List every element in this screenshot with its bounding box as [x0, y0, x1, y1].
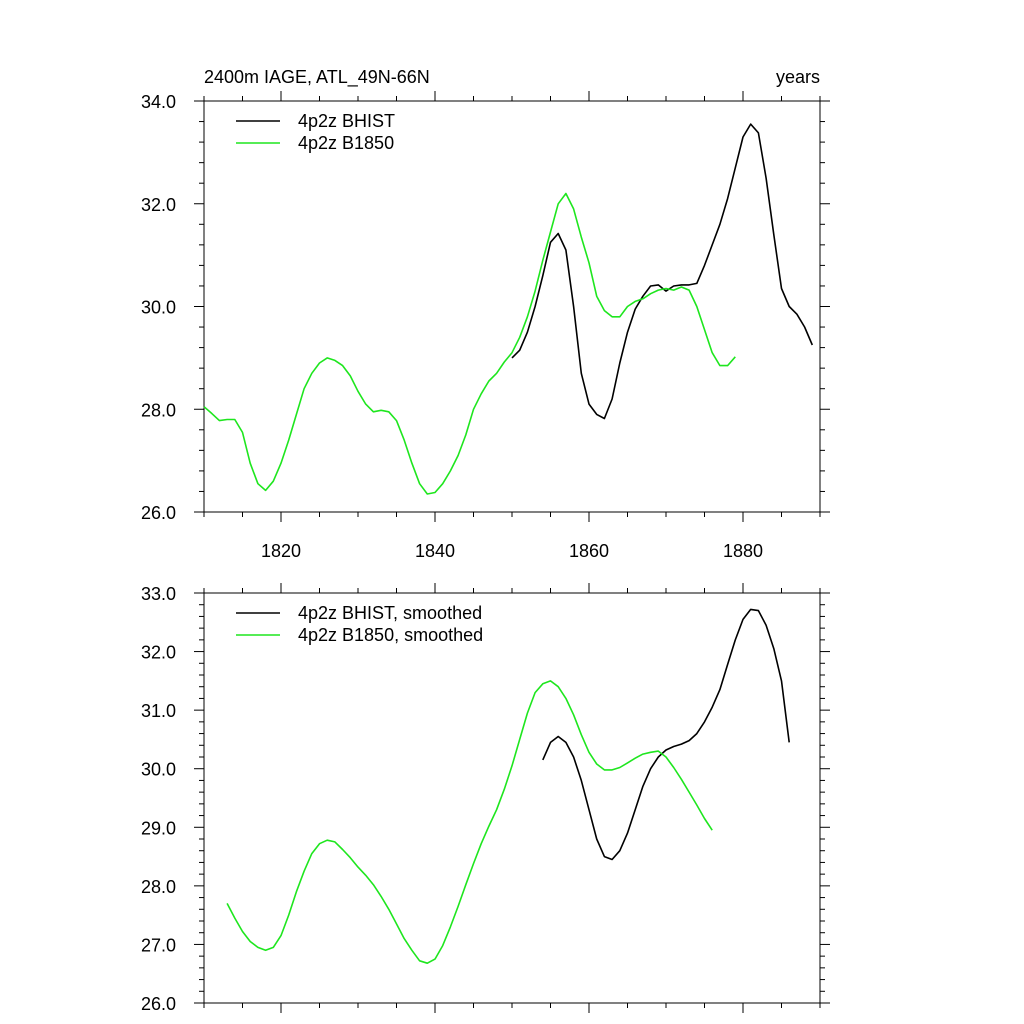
x-tick-label: 1860: [569, 541, 609, 561]
y-tick-label: 28.0: [141, 400, 176, 420]
series-line-0: [511, 123, 814, 420]
y-tick-label: 31.0: [141, 701, 176, 721]
bottom-panel: 26.0 27.0 28.0 29.0 30.0 31.0 32.0 33.0 4p2z BHI…: [141, 583, 830, 1014]
plot-frame: [203, 592, 821, 1004]
plot-frame: [203, 100, 821, 513]
legend-label-0: 4p2z BHIST: [298, 111, 395, 131]
x-tick-label: 1840: [415, 541, 455, 561]
chart-units-label: years: [776, 67, 820, 87]
y-tick-label: 33.0: [141, 584, 176, 604]
x-tick-label: 1820: [261, 541, 301, 561]
y-tick-label: 26.0: [141, 994, 176, 1014]
legend-label-1: 4p2z B1850, smoothed: [298, 625, 483, 645]
series-line-1: [226, 680, 713, 965]
y-tick-label: 27.0: [141, 935, 176, 955]
y-tick-label: 34.0: [141, 92, 176, 112]
y-tick-label: 30.0: [141, 298, 176, 318]
x-tick-label: 1880: [723, 541, 763, 561]
chart-title: 2400m IAGE, ATL_49N-66N: [204, 67, 430, 88]
top-panel: 26.0 28.0 30.0 32.0 34.0 1820 1840 1860 1880 2400…: [141, 67, 830, 561]
series-line-1: [203, 192, 736, 495]
legend-label-0: 4p2z BHIST, smoothed: [298, 603, 482, 623]
y-tick-label: 30.0: [141, 760, 176, 780]
legend-label-1: 4p2z B1850: [298, 133, 394, 153]
y-tick-label: 32.0: [141, 195, 176, 215]
y-tick-label: 29.0: [141, 818, 176, 838]
y-tick-label: 28.0: [141, 877, 176, 897]
y-tick-label: 26.0: [141, 503, 176, 523]
series-line-0: [542, 608, 790, 861]
y-tick-label: 32.0: [141, 643, 176, 663]
